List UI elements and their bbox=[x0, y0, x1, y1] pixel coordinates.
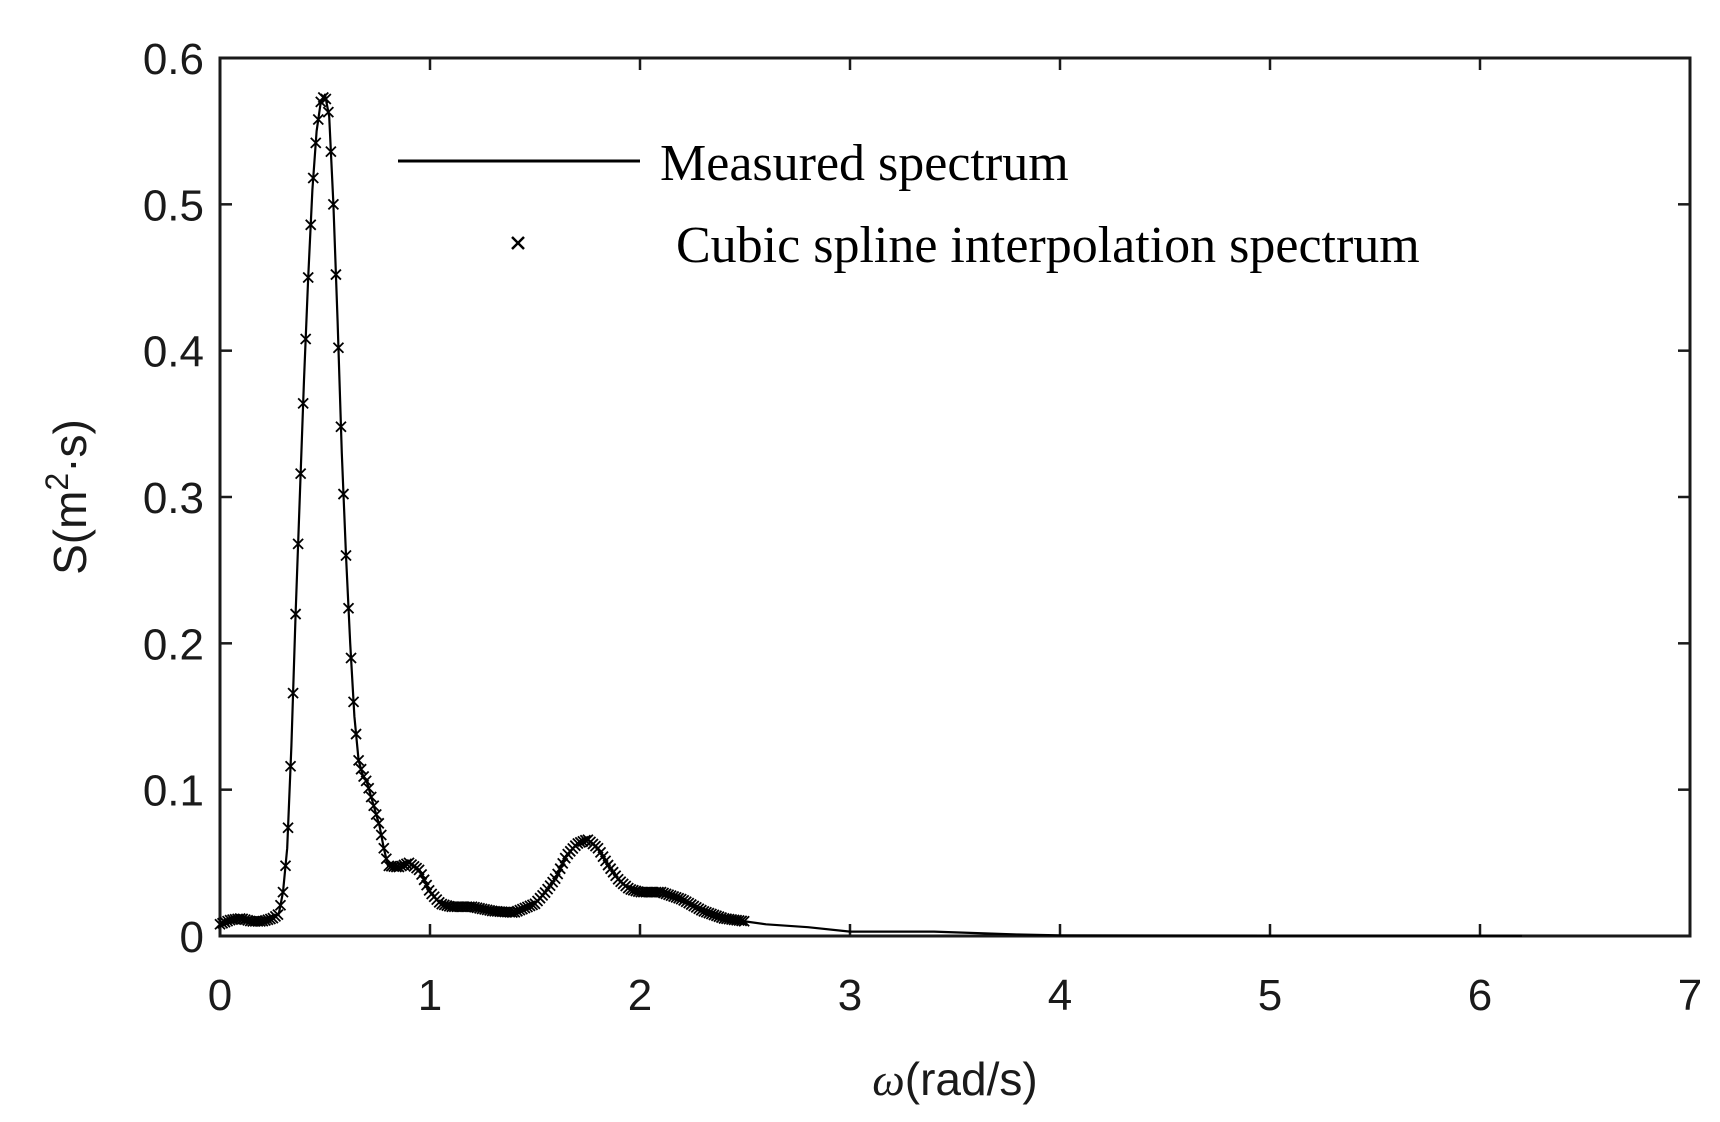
y-tick-label: 0 bbox=[180, 913, 204, 962]
spline-marker bbox=[295, 467, 307, 480]
y-tick-label: 0.5 bbox=[143, 181, 204, 230]
spline-marker bbox=[736, 915, 748, 927]
spline-marker bbox=[327, 198, 340, 210]
spline-marker bbox=[320, 93, 332, 105]
spline-marker bbox=[370, 808, 382, 821]
spline-marker bbox=[325, 146, 337, 158]
x-tick-label: 7 bbox=[1678, 971, 1702, 1020]
x-tick-label: 3 bbox=[838, 971, 862, 1020]
spline-marker bbox=[352, 754, 365, 767]
spline-marker bbox=[365, 791, 377, 803]
spline-marker bbox=[272, 908, 284, 921]
y-tick-label: 0.1 bbox=[143, 767, 204, 816]
spline-marker bbox=[302, 271, 314, 284]
x-tick-labels: 0 1 2 3 4 5 6 7 bbox=[208, 971, 1702, 1020]
y-axis-label-suffix: ·s) bbox=[44, 419, 96, 473]
y-axis-label-sup: 2 bbox=[39, 473, 75, 491]
spline-marker bbox=[375, 829, 387, 841]
axis-ticks bbox=[218, 56, 1692, 938]
y-axis-label: S(m2·s) bbox=[39, 419, 96, 575]
spline-marker bbox=[373, 817, 385, 829]
legend-label-spline: Cubic spline interpolation spectrum bbox=[676, 217, 1420, 274]
y-tick-label: 0.3 bbox=[143, 474, 204, 523]
spline-marker bbox=[378, 842, 390, 854]
spline-marker bbox=[300, 333, 312, 345]
spline-marker bbox=[322, 106, 334, 118]
spline-marker bbox=[312, 113, 324, 126]
legend-marker-swatch bbox=[511, 236, 525, 250]
spline-spectrum-series bbox=[214, 91, 750, 930]
spline-marker bbox=[335, 421, 347, 433]
x-tick-label: 4 bbox=[1048, 971, 1072, 1020]
spline-marker bbox=[345, 652, 357, 664]
spline-marker bbox=[284, 760, 297, 772]
y-tick-label: 0.4 bbox=[143, 328, 204, 377]
x-tick-label: 1 bbox=[418, 971, 442, 1020]
spline-marker bbox=[738, 915, 750, 927]
y-axis-label-prefix: S(m bbox=[44, 491, 96, 575]
spline-marker bbox=[360, 775, 372, 787]
spline-marker bbox=[289, 608, 302, 620]
x-axis-label-unit: (rad/s) bbox=[905, 1053, 1038, 1105]
spline-marker bbox=[340, 549, 352, 562]
y-tick-labels: 0 0.1 0.2 0.3 0.4 0.5 0.6 bbox=[143, 35, 204, 962]
spline-marker bbox=[277, 886, 289, 898]
spline-marker bbox=[305, 219, 317, 231]
spline-marker bbox=[350, 728, 362, 740]
legend-label-measured: Measured spectrum bbox=[660, 135, 1069, 192]
spline-marker bbox=[274, 899, 287, 911]
x-axis-label-symbol: ω bbox=[872, 1054, 904, 1105]
spline-marker bbox=[310, 137, 322, 149]
spline-marker bbox=[347, 696, 360, 708]
spline-marker bbox=[282, 822, 294, 834]
y-tick-label: 0.2 bbox=[143, 620, 204, 669]
x-tick-label: 6 bbox=[1468, 971, 1492, 1020]
spline-marker bbox=[292, 538, 304, 550]
spline-marker bbox=[355, 763, 367, 775]
spline-marker bbox=[342, 602, 355, 614]
x-tick-label: 5 bbox=[1258, 971, 1282, 1020]
spline-marker bbox=[279, 860, 292, 872]
x-axis-label: ω(rad/s) bbox=[872, 1053, 1037, 1105]
spline-marker bbox=[297, 397, 309, 409]
spline-marker bbox=[363, 782, 375, 794]
plot-area: 0 1 2 3 4 5 6 7 0 0.1 0.2 0.3 0.4 0.5 0.6 bbox=[143, 35, 1702, 1020]
x-tick-label: 2 bbox=[628, 971, 652, 1020]
legend: Measured spectrum Cubic spline interpola… bbox=[398, 135, 1420, 274]
spline-marker bbox=[368, 800, 380, 812]
spline-marker bbox=[332, 342, 345, 354]
x-tick-label: 0 bbox=[208, 971, 232, 1020]
y-tick-label: 0.6 bbox=[143, 35, 204, 84]
spline-marker bbox=[307, 172, 319, 184]
spline-marker bbox=[287, 687, 299, 699]
spline-marker bbox=[337, 488, 350, 500]
spline-marker bbox=[330, 268, 342, 281]
